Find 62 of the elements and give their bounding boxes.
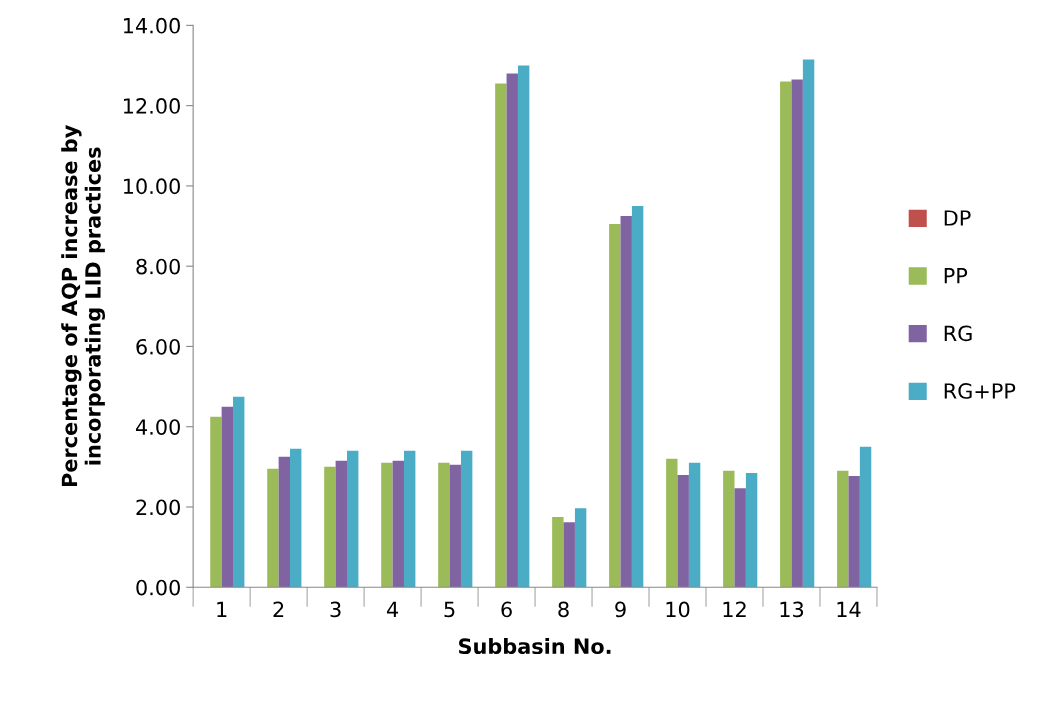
x-axis-title: Subbasin No. [459,637,611,655]
y-tick-label: 2.00 [136,499,180,516]
y-tick-label: 6.00 [136,338,180,355]
x-tick-label: 8 [558,601,569,618]
bar [210,416,222,588]
bar [438,462,450,588]
bar [347,450,359,588]
bar [620,216,632,588]
x-tick-label: 5 [444,601,455,618]
bar [403,450,416,588]
x-tick-label: 1 [217,601,227,617]
bar [460,450,473,588]
bar [233,396,245,588]
bar [734,488,746,588]
bar [791,79,803,588]
bar [859,446,872,588]
x-tick-label: 2 [273,601,284,617]
bar [631,205,644,588]
y-tick-label: 8.00 [136,258,180,275]
bar [381,462,393,588]
bar [688,462,701,588]
bar [723,470,735,588]
legend-label: RG+PP [944,383,1016,399]
bar [745,472,758,588]
bar [449,464,461,588]
bar [267,468,279,588]
bar [848,476,860,588]
bar [392,460,404,588]
bar [506,73,518,588]
bar [609,224,621,588]
bar [563,522,575,588]
x-tick-label: 12 [723,601,746,617]
bar [324,466,336,588]
bar [278,456,291,588]
y-tick-label: 4.00 [135,419,180,435]
y-tick-label: 14.00 [123,17,180,34]
x-tick-label: 4 [386,601,399,617]
bar [290,448,302,588]
y-tick-label: 10.00 [123,178,180,195]
bar [780,81,792,588]
x-tick-label: 13 [780,601,804,618]
bar [495,83,507,588]
bar [335,460,347,588]
bar [837,470,849,588]
bar [517,65,530,588]
legend-label: DP [944,210,971,226]
legend-label: RG [944,325,972,342]
bar [221,406,234,588]
bar [552,517,564,588]
y-axis-title: Percentage of AQP increase by incorporating LID practices [61,125,106,487]
x-tick-label: 9 [615,601,626,618]
x-tick-label: 10 [666,601,690,618]
legend-label: PP [944,268,968,284]
y-tick-label: 12.00 [123,98,180,114]
bar [802,59,815,588]
y-tick-label: 0.00 [136,579,180,596]
bar [574,508,587,588]
x-tick-label: 3 [330,601,341,618]
bar [677,474,689,588]
x-tick-label: 6 [501,601,512,618]
bar [666,458,678,588]
x-tick-label: 14 [837,601,861,617]
